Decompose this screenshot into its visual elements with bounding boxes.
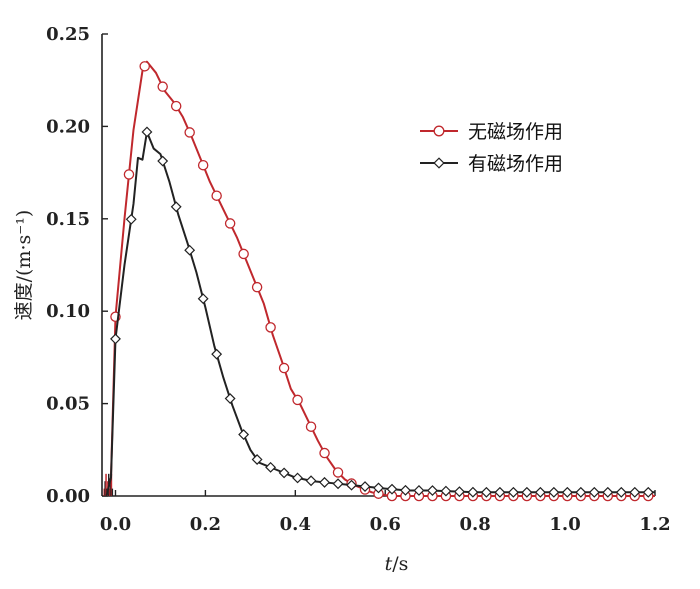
data-point bbox=[467, 486, 479, 498]
data-point bbox=[642, 486, 654, 498]
data-point bbox=[602, 486, 614, 498]
data-point bbox=[125, 213, 137, 225]
data-point bbox=[139, 61, 150, 72]
ticks: 0.00 0.05 0.10 0.15 0.20 0.25 0.0 0.2 0.4 0.6 0.8 1… bbox=[46, 24, 671, 535]
data-point bbox=[197, 293, 209, 305]
data-point bbox=[427, 485, 438, 496]
axes bbox=[101, 34, 655, 497]
x-axis-label: t/s bbox=[385, 553, 409, 575]
data-point bbox=[332, 467, 344, 478]
y-tick-label: 0.05 bbox=[46, 394, 90, 415]
data-point bbox=[305, 421, 317, 432]
data-point bbox=[359, 481, 371, 492]
series-with-magnetic-field bbox=[105, 126, 655, 498]
legend-item: 无磁场作用 bbox=[420, 121, 563, 143]
legend-item: 有磁场作用 bbox=[420, 153, 563, 175]
data-point bbox=[521, 486, 533, 498]
x-tick-label: 1.2 bbox=[639, 514, 670, 535]
data-point bbox=[238, 248, 249, 260]
series-line bbox=[105, 60, 655, 497]
data-point bbox=[561, 486, 573, 498]
y-tick-label: 0.15 bbox=[46, 209, 90, 230]
data-point bbox=[251, 281, 263, 293]
series-line bbox=[105, 130, 655, 497]
data-point bbox=[110, 333, 121, 345]
data-point bbox=[386, 483, 398, 495]
data-point bbox=[278, 362, 290, 374]
data-point bbox=[615, 486, 627, 498]
legend-swatch-marker bbox=[433, 125, 445, 137]
series-layer bbox=[103, 60, 655, 502]
data-point bbox=[346, 479, 357, 491]
data-point bbox=[494, 486, 506, 498]
y-tick-label: 0.00 bbox=[46, 486, 90, 507]
data-point bbox=[319, 476, 330, 488]
data-point bbox=[251, 454, 263, 465]
data-point bbox=[224, 393, 236, 404]
data-point bbox=[453, 486, 465, 498]
data-point bbox=[265, 461, 277, 473]
x-tick-label: 1.0 bbox=[549, 514, 580, 535]
x-tick-label: 0.6 bbox=[370, 514, 401, 535]
data-point bbox=[548, 486, 560, 498]
data-point bbox=[157, 81, 168, 92]
data-point bbox=[170, 100, 182, 112]
data-point bbox=[534, 486, 546, 498]
data-point bbox=[224, 218, 236, 229]
data-point bbox=[480, 486, 492, 498]
axis-labels: t/s 速度/(m·s⁻¹) bbox=[13, 210, 408, 575]
y-tick-label: 0.10 bbox=[46, 301, 90, 322]
x-axis-variable: t bbox=[385, 553, 393, 575]
data-point bbox=[157, 155, 169, 167]
data-point bbox=[211, 348, 223, 360]
data-point bbox=[197, 159, 209, 171]
legend-label: 有磁场作用 bbox=[468, 153, 563, 175]
data-point bbox=[440, 485, 452, 497]
y-tick-label: 0.25 bbox=[46, 24, 90, 45]
data-point bbox=[184, 244, 196, 256]
data-point bbox=[170, 201, 182, 213]
legend-swatch-marker bbox=[433, 157, 445, 169]
data-point bbox=[265, 322, 276, 333]
data-point bbox=[238, 429, 250, 441]
x-tick-label: 0.2 bbox=[190, 514, 221, 535]
data-point bbox=[123, 169, 135, 180]
data-point bbox=[292, 472, 304, 484]
series-no-magnetic-field bbox=[105, 60, 655, 502]
data-point bbox=[588, 486, 600, 498]
data-point bbox=[507, 486, 519, 498]
data-point bbox=[211, 190, 222, 201]
data-point bbox=[292, 394, 303, 406]
data-point bbox=[413, 485, 425, 496]
x-tick-label: 0.4 bbox=[280, 514, 311, 535]
data-point bbox=[184, 127, 195, 138]
data-point bbox=[373, 482, 384, 494]
data-point bbox=[319, 447, 330, 459]
y-axis-label: 速度/(m·s⁻¹) bbox=[13, 210, 35, 321]
data-point bbox=[629, 486, 641, 498]
data-point bbox=[575, 486, 587, 498]
data-point bbox=[278, 467, 290, 479]
data-point bbox=[332, 478, 344, 490]
data-point bbox=[305, 475, 317, 487]
y-tick-label: 0.20 bbox=[46, 116, 90, 137]
legend-label: 无磁场作用 bbox=[468, 121, 563, 143]
data-point bbox=[141, 126, 153, 138]
x-tick-label: 0.0 bbox=[100, 514, 131, 535]
x-axis-unit: /s bbox=[392, 553, 408, 575]
x-tick-label: 0.8 bbox=[459, 514, 490, 535]
data-point bbox=[400, 484, 411, 496]
